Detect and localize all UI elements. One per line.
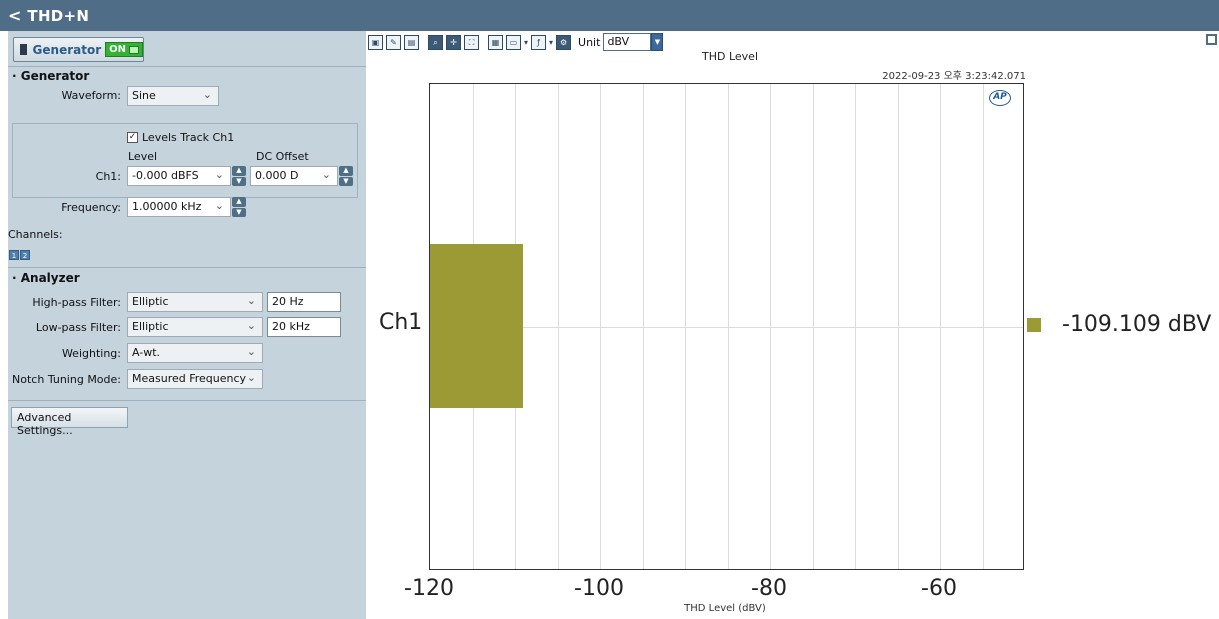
frequency-select[interactable]: 1.00000 kHz ⌄ <box>127 197 231 217</box>
ap-logo: AP <box>989 90 1011 106</box>
chevron-down-icon: ⌄ <box>202 88 212 101</box>
plot-area[interactable]: AP <box>429 83 1024 570</box>
notch-tuning-select[interactable]: Measured Frequency ⌄ <box>127 369 263 389</box>
legend-swatch <box>1027 318 1041 332</box>
grid-line <box>770 84 771 569</box>
back-chevron-icon[interactable]: < <box>8 6 22 25</box>
chart-type-icon[interactable]: ▭ <box>506 34 521 50</box>
chart-title: THD Level <box>702 50 758 63</box>
x-tick-label: -60 <box>921 576 957 601</box>
legend-value: -109.109 dBV <box>1062 312 1212 337</box>
grid-line <box>600 84 601 569</box>
generator-on-indicator: ON <box>105 42 143 57</box>
chevron-down-icon: ⌄ <box>246 319 256 332</box>
highpass-filter-select[interactable]: Elliptic ⌄ <box>127 292 263 312</box>
chevron-down-icon: ⌄ <box>214 168 224 181</box>
grid-line <box>642 84 644 569</box>
dc-offset-header: DC Offset <box>256 150 309 163</box>
highpass-frequency-input[interactable]: 20 Hz <box>267 292 341 312</box>
grid-line <box>430 326 1023 328</box>
weighting-select[interactable]: A-wt. ⌄ <box>127 343 263 363</box>
fit-view-icon[interactable]: ⛶ <box>464 34 479 50</box>
settings-gear-icon[interactable]: ⚙ <box>556 34 572 50</box>
chevron-down-icon: ⌄ <box>321 168 331 181</box>
chevron-down-icon[interactable]: ▾ <box>524 37 529 47</box>
grid-line <box>982 84 984 569</box>
window-title: THD+N <box>27 6 90 25</box>
generator-square-icon <box>20 44 27 55</box>
generator-toggle-button[interactable]: Generator ON <box>13 37 144 62</box>
analyzer-section-header[interactable]: · Analyzer <box>12 271 80 285</box>
weighting-label: Weighting: <box>61 347 121 360</box>
grid-line <box>727 84 729 569</box>
divider <box>8 400 366 401</box>
generator-toggle-label: Generator <box>32 42 102 57</box>
ch1-dc-offset-select[interactable]: 0.000 D ⌄ <box>250 166 338 186</box>
category-label-ch1: Ch1 <box>379 310 423 335</box>
function-icon[interactable]: ƒ <box>531 34 547 50</box>
print-icon[interactable]: ▤ <box>404 34 419 50</box>
advanced-settings-button[interactable]: Advanced Settings... <box>11 407 128 437</box>
grid-line <box>812 84 814 569</box>
channel-1-button[interactable]: 1 <box>9 250 19 260</box>
settings-panel: Generator ON · Generator Waveform: Sine ⌄… <box>8 31 366 619</box>
zoom-icon[interactable]: ⌕ <box>428 34 443 50</box>
table-view-icon[interactable]: ▦ <box>488 34 503 50</box>
pan-icon[interactable]: ✛ <box>446 34 461 50</box>
graph-toolbar: ▣ ✎ ▤ ⌕ ✛ ⛶ ▦ ▭ ▾ ƒ ▾ ⚙ Unit dBV ▼ <box>368 32 664 52</box>
popout-window-icon[interactable] <box>1206 34 1217 45</box>
chevron-down-icon: ⌄ <box>246 371 256 384</box>
level-header: Level <box>128 150 158 163</box>
unit-label: Unit <box>578 35 601 49</box>
waveform-select[interactable]: Sine ⌄ <box>127 86 219 106</box>
x-tick-label: -100 <box>574 576 624 601</box>
waveform-label: Waveform: <box>61 89 121 102</box>
measurement-timestamp: 2022-09-23 오후 3:23:42.071 <box>882 71 1026 82</box>
unit-select[interactable]: dBV <box>603 33 652 51</box>
frequency-label: Frequency: <box>61 201 121 214</box>
divider <box>8 267 366 268</box>
grid-line <box>897 84 899 569</box>
grid-line <box>557 84 559 569</box>
grid-line <box>855 84 856 569</box>
grid-line <box>685 84 686 569</box>
ch1-level-stepper[interactable]: ▲ ▼ <box>232 166 246 186</box>
ch1-label: Ch1: <box>95 170 121 183</box>
lowpass-filter-label: Low-pass Filter: <box>35 321 121 334</box>
x-axis-label: THD Level (dBV) <box>684 603 766 614</box>
chevron-down-icon[interactable]: ▾ <box>549 37 554 47</box>
grid-line <box>940 84 941 569</box>
chevron-down-icon: ⌄ <box>246 294 256 307</box>
unit-dropdown-arrow-icon[interactable]: ▼ <box>651 33 664 51</box>
frequency-stepper[interactable]: ▲ ▼ <box>232 197 246 217</box>
edit-graph-icon[interactable]: ✎ <box>386 34 401 50</box>
ch1-level-select[interactable]: -0.000 dBFS ⌄ <box>127 166 231 186</box>
x-tick-label: -120 <box>404 576 454 601</box>
channels-label: Channels: <box>8 228 63 241</box>
lowpass-frequency-input[interactable]: 20 kHz <box>267 317 341 337</box>
generator-section-header[interactable]: · Generator <box>12 69 90 83</box>
levels-track-label: Levels Track Ch1 <box>142 131 235 144</box>
chevron-down-icon: ⌄ <box>214 199 224 212</box>
chart-bar-ch1 <box>430 244 523 408</box>
lowpass-filter-select[interactable]: Elliptic ⌄ <box>127 317 263 337</box>
chevron-down-icon: ⌄ <box>246 345 256 358</box>
divider <box>8 66 366 67</box>
channel-2-button[interactable]: 2 <box>20 250 30 260</box>
save-graph-icon[interactable]: ▣ <box>368 34 383 50</box>
x-tick-label: -80 <box>751 576 787 601</box>
dc-offset-stepper[interactable]: ▲ ▼ <box>339 166 353 186</box>
led-icon <box>129 45 139 54</box>
title-bar: < THD+N <box>0 0 1219 31</box>
highpass-filter-label: High-pass Filter: <box>32 296 121 309</box>
notch-tuning-label: Notch Tuning Mode: <box>12 373 121 386</box>
levels-track-checkbox[interactable]: ✓ <box>127 132 138 143</box>
